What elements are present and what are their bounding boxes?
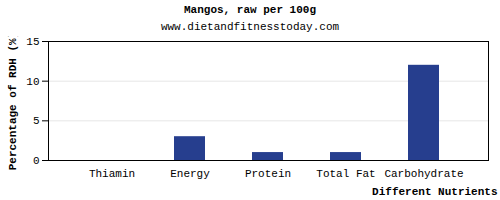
svg-text:Thiamin: Thiamin: [89, 168, 135, 180]
svg-text:15: 15: [26, 36, 39, 48]
svg-text:10: 10: [26, 76, 39, 88]
svg-text:Total Fat: Total Fat: [316, 168, 375, 180]
svg-text:Different Nutrients: Different Nutrients: [372, 186, 497, 198]
svg-text:Carbohydrate: Carbohydrate: [384, 168, 463, 180]
svg-text:5: 5: [33, 115, 40, 127]
svg-text:Energy: Energy: [170, 168, 210, 180]
svg-text:0: 0: [33, 155, 40, 167]
html-text:www.dietandfitnesstoday.com: www.dietandfitnesstoday.com: [160, 21, 340, 33]
svg-text:Percentage of RDH (%): Percentage of RDH (%): [7, 36, 19, 170]
html-text:Mangos, raw per 100g: Mangos, raw per 100g: [184, 4, 316, 16]
svg-text:Protein: Protein: [245, 168, 291, 180]
